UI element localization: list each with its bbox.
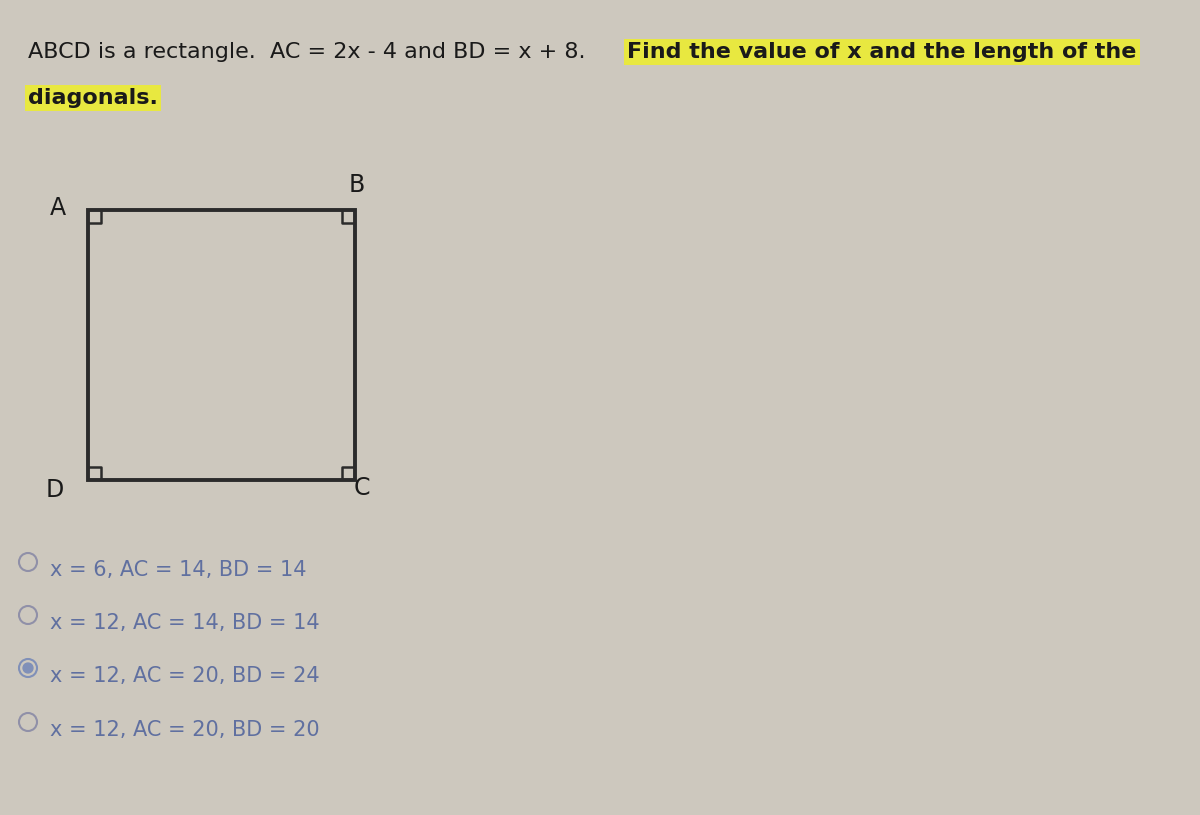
Text: x = 12, AC = 20, BD = 20: x = 12, AC = 20, BD = 20: [50, 720, 319, 740]
Text: A: A: [50, 196, 66, 220]
Text: x = 12, AC = 14, BD = 14: x = 12, AC = 14, BD = 14: [50, 613, 319, 633]
Text: x = 12, AC = 20, BD = 24: x = 12, AC = 20, BD = 24: [50, 666, 319, 686]
Text: diagonals.: diagonals.: [28, 88, 158, 108]
Text: x = 6, AC = 14, BD = 14: x = 6, AC = 14, BD = 14: [50, 560, 306, 580]
Bar: [88, 210, 355, 480]
Text: Find the value of x and the length of the: Find the value of x and the length of th…: [628, 42, 1136, 62]
Text: C: C: [354, 476, 371, 500]
Text: ABCD is a rectangle.  AC = 2x - 4 and BD = x + 8.: ABCD is a rectangle. AC = 2x - 4 and BD …: [28, 42, 600, 62]
Text: D: D: [46, 478, 64, 502]
Circle shape: [23, 663, 32, 673]
Text: B: B: [349, 173, 365, 197]
